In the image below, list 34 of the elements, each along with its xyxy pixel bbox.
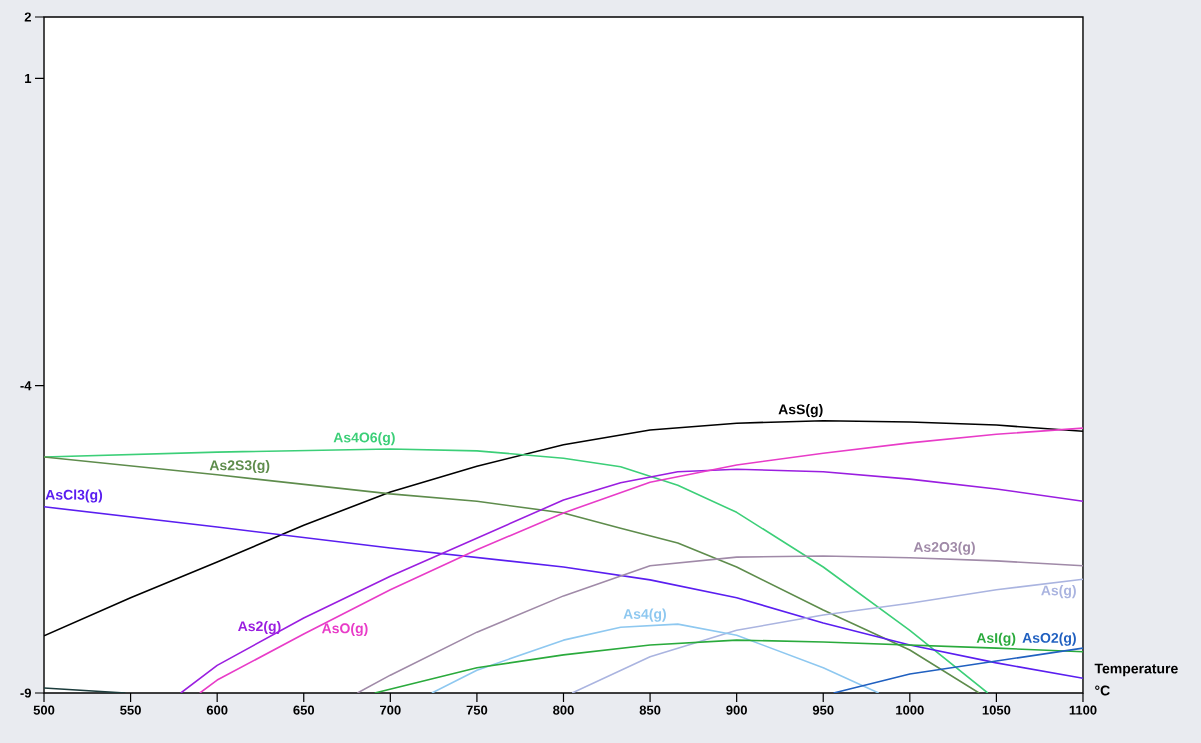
y-tick-label: -9 (20, 688, 32, 698)
y-tick-label: 1 (25, 73, 32, 83)
x-tick-label: 900 (726, 705, 747, 715)
series-label: AsI(g) (976, 632, 1016, 646)
x-tick-label: 700 (380, 705, 401, 715)
series-label: As2(g) (238, 620, 281, 635)
series-label: AsO2(g) (1022, 632, 1076, 646)
x-tick-label: 550 (120, 705, 141, 715)
line-series (44, 505, 1083, 680)
series-label: As4(g) (623, 608, 666, 622)
x-tick-label: 500 (33, 705, 55, 715)
y-tick-label: -4 (20, 381, 32, 391)
x-tick-label: 950 (812, 705, 834, 715)
line-series (431, 623, 880, 693)
x-tick-label: 800 (553, 705, 574, 715)
y-tick-label: 2 (24, 12, 31, 22)
x-tick-label: 600 (206, 705, 228, 715)
series-label: As(g) (1041, 585, 1076, 599)
x-tick-label: 1000 (896, 705, 924, 715)
series-label: As4O6(g) (333, 432, 395, 446)
x-tick-label: 650 (293, 705, 315, 715)
x-tick-label: 1100 (1069, 705, 1097, 715)
x-tick-label: 750 (466, 705, 488, 715)
series-label: As2O3(g) (913, 541, 975, 555)
series-label: AsS(g) (778, 404, 823, 418)
line-series (199, 427, 1083, 693)
x-tick-label: 850 (639, 705, 661, 715)
line-series (832, 647, 1083, 693)
x-axis-title: Temperature °C (1094, 663, 1178, 696)
series-label: AsO(g) (321, 623, 368, 637)
series-label: As2S3(g) (209, 459, 270, 474)
x-tick-label: 1050 (982, 705, 1011, 715)
series-label: AsCl3(g) (45, 489, 103, 503)
line-series (571, 578, 1083, 693)
